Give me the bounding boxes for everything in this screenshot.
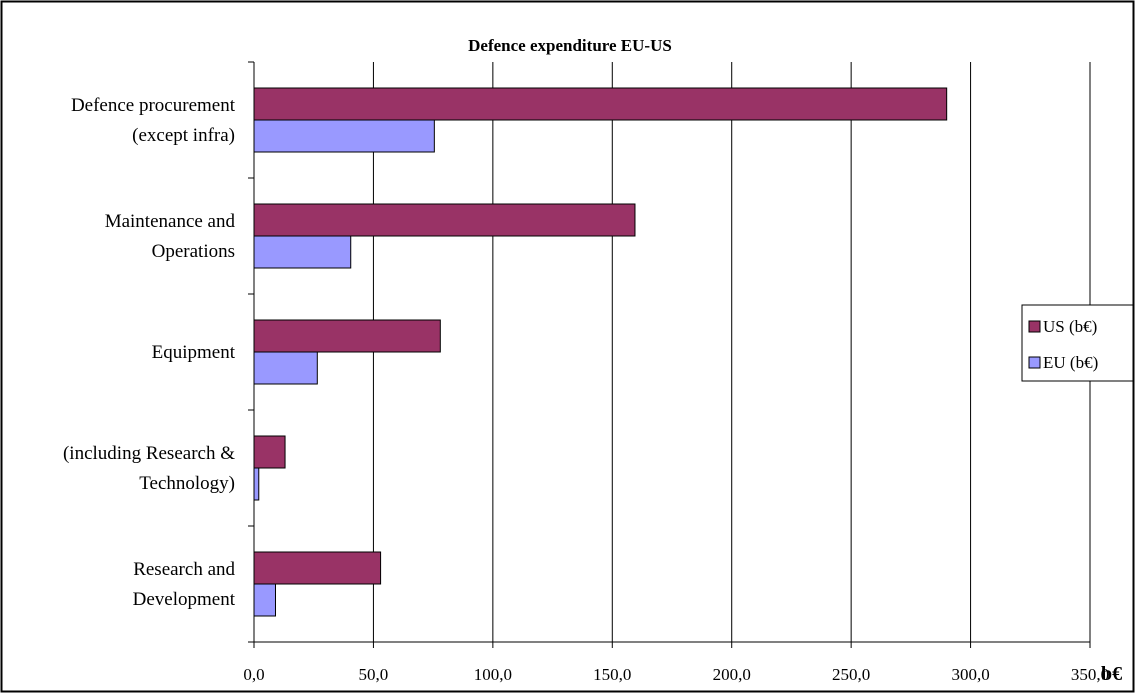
x-tick-label: 0,0 bbox=[243, 665, 264, 684]
bar-eu bbox=[253, 467, 260, 501]
legend-swatch-us bbox=[1028, 320, 1041, 333]
bar-us bbox=[253, 203, 636, 237]
category-label: Defence procurement bbox=[71, 95, 236, 116]
axes bbox=[248, 61, 1091, 648]
x-tick-label: 350,0 bbox=[1071, 665, 1109, 684]
category-label: (including Research & bbox=[63, 443, 235, 464]
legend: US (b€) EU (b€) bbox=[1021, 304, 1134, 382]
bar-eu bbox=[253, 235, 352, 269]
x-tick-label: 100,0 bbox=[474, 665, 512, 684]
gridlines bbox=[372, 62, 1091, 642]
category-label: Research and bbox=[133, 559, 235, 580]
x-tick-label: 250,0 bbox=[832, 665, 870, 684]
category-label: Development bbox=[133, 589, 236, 610]
x-tick-label: 300,0 bbox=[951, 665, 989, 684]
bar-us bbox=[253, 319, 441, 353]
bar-us bbox=[253, 435, 286, 469]
legend-label-eu: EU (b€) bbox=[1043, 353, 1098, 372]
legend-label-us: US (b€) bbox=[1043, 317, 1097, 336]
bar-eu bbox=[253, 351, 318, 385]
category-label: Equipment bbox=[152, 342, 236, 363]
bar-eu bbox=[253, 119, 435, 153]
x-tick-label: 150,0 bbox=[593, 665, 631, 684]
x-tick-label: 50,0 bbox=[359, 665, 389, 684]
labels: 0,0 50,0 100,0 150,0 200,0 250,0 300,0 350,0 Def… bbox=[63, 95, 1109, 684]
chart-title: Defence expenditure EU-US bbox=[468, 36, 672, 55]
category-label: Technology) bbox=[139, 473, 235, 494]
x-tick-label: 200,0 bbox=[713, 665, 751, 684]
category-label: (except infra) bbox=[132, 125, 235, 146]
category-label: Operations bbox=[152, 241, 235, 262]
bar-eu bbox=[253, 583, 276, 617]
bars bbox=[253, 87, 948, 617]
category-label: Maintenance and bbox=[105, 211, 236, 232]
legend-swatch-eu bbox=[1028, 356, 1041, 369]
bar-us bbox=[253, 87, 948, 121]
bar-us bbox=[253, 551, 382, 585]
x-axis-unit-label: b€ bbox=[1101, 663, 1122, 685]
